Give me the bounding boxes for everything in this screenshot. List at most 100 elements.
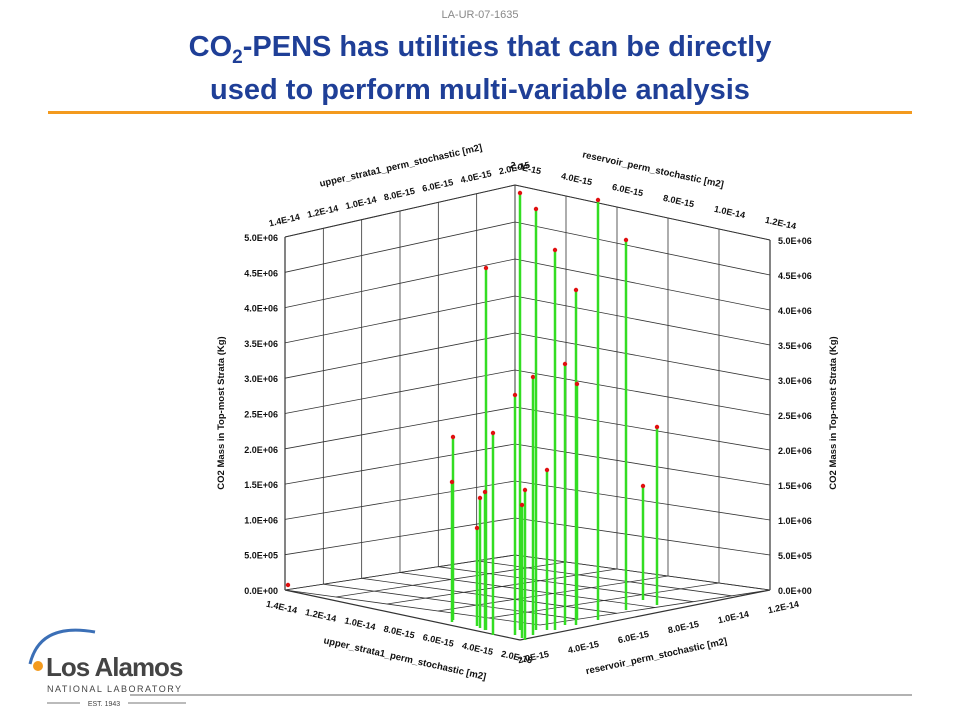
y-tick-label-bottom: 4.0E-15	[567, 639, 600, 655]
point	[530, 374, 536, 380]
point	[285, 582, 291, 588]
x-tick-label-top: 1.4E-14	[268, 212, 301, 229]
floor-edge	[284, 589, 521, 641]
x-tick-label-bottom: 1.4E-14	[265, 599, 298, 616]
report-id: LA-UR-07-1635	[441, 9, 518, 21]
point	[512, 392, 518, 398]
z-tick-label-left: 2.5E+06	[244, 410, 278, 420]
z-tick-label-left: 0.0E+00	[244, 586, 278, 596]
y-tick-label-bottom: 1.0E-14	[717, 609, 750, 625]
logo-established: EST. 1943	[88, 701, 120, 708]
point	[519, 502, 525, 508]
plot-3d: 0.0E+00 0.0E+00 5.0E+05 5.0E+05 1.0E+06 1.0E+…	[216, 142, 839, 683]
x-tick-label-top: 4.0E-15	[460, 168, 493, 185]
wall-grid	[514, 258, 771, 311]
point	[449, 479, 455, 485]
z-tick-label-left: 2.0E+06	[244, 445, 278, 455]
y-tick-label-bottom: 8.0E-15	[667, 619, 700, 635]
z-tick-label-right: 5.0E+05	[778, 551, 812, 561]
logo-subtitle: NATIONAL LABORATORY	[47, 684, 183, 694]
y-tick-label-top: 1.2E-14	[764, 215, 797, 231]
wall-grid	[514, 443, 771, 486]
z-axis-title-right: CO2 Mass in Top-most Strata (Kg)	[828, 336, 839, 489]
title-line2: used to perform multi-variable analysis	[210, 74, 750, 106]
x-tick-label-bottom: 1.0E-14	[344, 615, 377, 632]
point	[522, 487, 528, 493]
point	[552, 247, 558, 253]
wall-grid	[514, 221, 771, 276]
wall-grid	[514, 332, 771, 381]
logo-name: Los Alamos	[46, 652, 183, 682]
y-axis-title-bottom: reservoir_perm_stochastic [m2]	[585, 636, 728, 677]
floor-grid	[539, 589, 771, 626]
z-tick-label-left: 1.0E+06	[244, 515, 278, 525]
y-tick-label-top: 6.0E-15	[611, 182, 644, 198]
z-tick-label-right: 5.0E+06	[778, 236, 812, 246]
top-edge	[514, 184, 771, 241]
point	[574, 381, 580, 387]
y-tick-label-bottom: 1.2E-14	[767, 599, 800, 615]
z-tick-label-right: 3.5E+06	[778, 341, 812, 351]
y-tick-label-bottom: 2.0E-15	[517, 649, 550, 665]
z-tick-label-left: 3.0E+06	[244, 374, 278, 384]
floor-edge	[519, 589, 771, 641]
point	[573, 287, 579, 293]
x-tick-label-bottom: 1.2E-14	[304, 607, 337, 624]
z-tick-label-left: 5.0E+05	[244, 551, 278, 561]
y-tick-label-bottom: 6.0E-15	[617, 629, 650, 645]
wall-grid	[514, 369, 771, 416]
x-tick-label-top: 1.0E-14	[345, 194, 378, 211]
logo-orbit	[28, 628, 96, 665]
point	[482, 489, 488, 495]
point	[544, 467, 550, 473]
point	[533, 206, 539, 212]
z-tick-label-right: 1.0E+06	[778, 516, 812, 526]
wall-grid	[514, 406, 771, 451]
x-axis-title-top: upper_strata1_perm_stochastic [m2]	[319, 142, 484, 189]
z-tick-label-left: 4.5E+06	[244, 268, 278, 278]
point	[450, 434, 456, 440]
z-tick-label-right: 4.5E+06	[778, 271, 812, 281]
title-post: -PENS has utilities that can be directly	[243, 31, 772, 63]
z-tick-label-right: 2.0E+06	[778, 446, 812, 456]
point	[562, 361, 568, 367]
z-tick-label-right: 4.0E+06	[778, 306, 812, 316]
floor-grid	[361, 577, 617, 614]
z-tick-label-right: 0.0E+00	[778, 586, 812, 596]
floor-grid	[488, 582, 720, 619]
logo: Los Alamos NATIONAL LABORATORY EST. 1943	[28, 628, 186, 708]
title-sub: 2	[232, 47, 243, 68]
point	[623, 237, 629, 243]
z-tick-label-left: 1.5E+06	[244, 480, 278, 490]
point	[654, 424, 660, 430]
logo-dot	[33, 661, 43, 671]
title-pre: CO	[189, 31, 233, 63]
point	[595, 197, 601, 203]
z-tick-label-left: 3.5E+06	[244, 339, 278, 349]
x-tick-label-top: 8.0E-15	[383, 186, 416, 203]
y-tick-label-top: 4.0E-15	[560, 171, 593, 187]
y-axis-title-top: reservoir_perm_stochastic [m2]	[581, 149, 724, 190]
x-tick-label-top: 6.0E-15	[421, 177, 454, 194]
point	[490, 430, 496, 436]
point	[477, 495, 483, 501]
z-axis-title-left: CO2 Mass in Top-most Strata (Kg)	[216, 336, 227, 489]
x-tick-label-bottom: 6.0E-15	[422, 632, 455, 649]
z-tick-label-left: 5.0E+06	[244, 233, 278, 243]
title-rule	[48, 111, 912, 114]
z-tick-label-right: 1.5E+06	[778, 481, 812, 491]
floor-grid	[284, 589, 541, 626]
x-tick-label-top: 1.2E-14	[306, 203, 339, 220]
x-tick-label-bottom: 8.0E-15	[383, 624, 416, 641]
wall-grid	[514, 295, 771, 346]
floor-grid	[386, 568, 618, 605]
y-tick-label-top: 8.0E-15	[662, 193, 695, 209]
top-edge	[284, 184, 516, 238]
x-tick-label-bottom: 4.0E-15	[461, 640, 494, 657]
z-tick-label-right: 2.5E+06	[778, 411, 812, 421]
z-tick-label-right: 3.0E+06	[778, 376, 812, 386]
title-line1: CO2-PENS has utilities that can be direc…	[189, 31, 772, 68]
point	[483, 265, 489, 271]
y-tick-label-top: 1.0E-14	[713, 204, 746, 220]
